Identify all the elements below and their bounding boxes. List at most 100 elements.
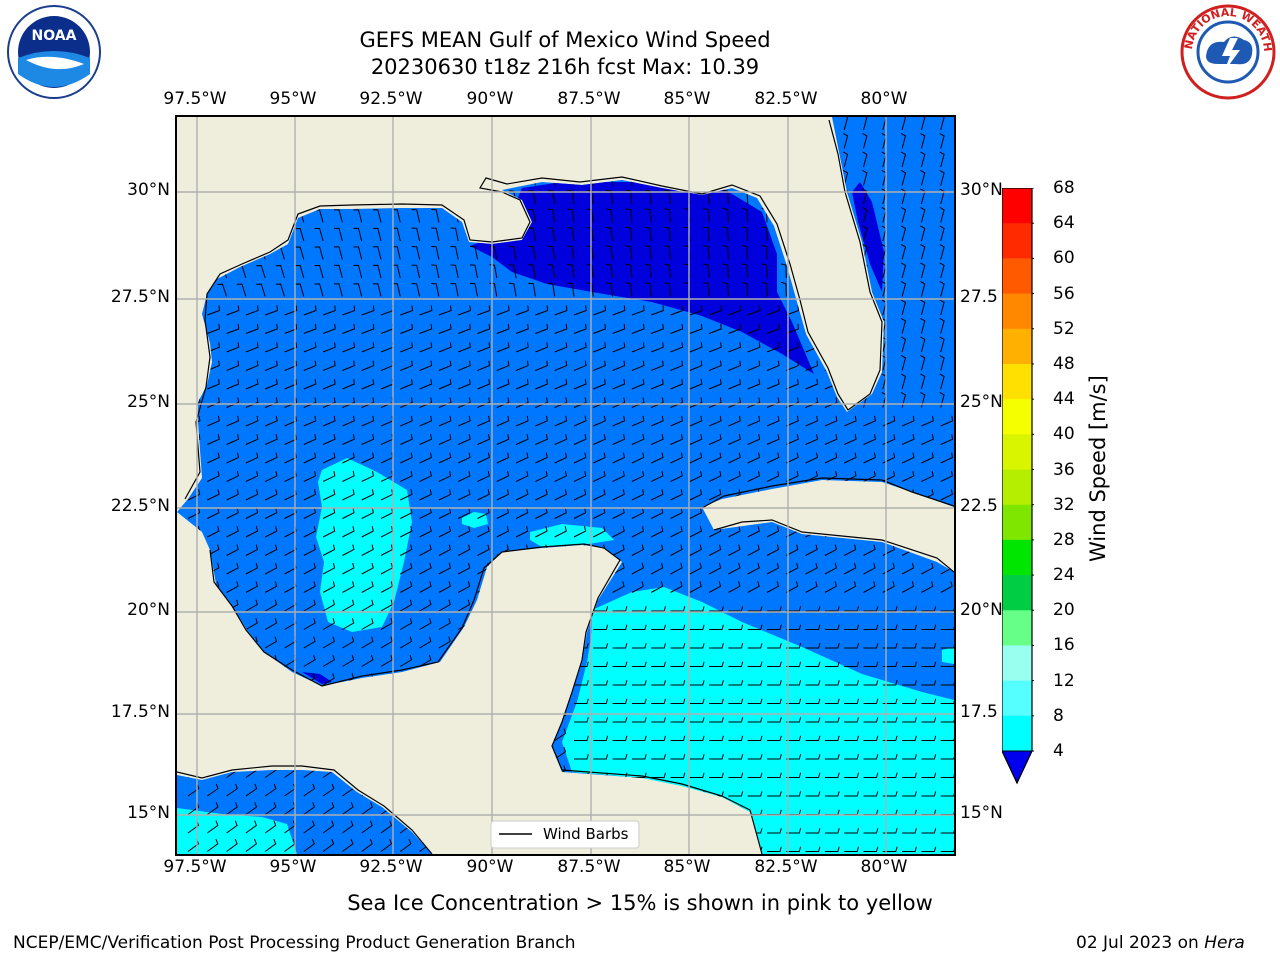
wind-barb xyxy=(689,698,705,704)
wind-barb xyxy=(631,717,647,723)
lat-tick-left: 30°N xyxy=(127,180,170,200)
wind-barb xyxy=(477,378,491,390)
gridlines xyxy=(177,117,954,854)
wind-barb xyxy=(361,323,375,334)
wind-barb xyxy=(477,305,491,316)
wind-barb xyxy=(920,262,926,279)
lon-tick-top: 87.5°W xyxy=(557,89,621,109)
wind-barb xyxy=(766,562,780,575)
wind-barb xyxy=(567,227,575,242)
wind-barb xyxy=(303,544,316,556)
wind-barb xyxy=(689,397,703,408)
wind-barb xyxy=(573,452,587,464)
wind-barb xyxy=(824,661,840,667)
wind-barb xyxy=(940,470,953,482)
wind-barb xyxy=(593,507,606,519)
wind-barb xyxy=(940,846,954,852)
wind-barb xyxy=(593,754,609,760)
wind-barb xyxy=(650,507,664,519)
wind-barb xyxy=(767,680,782,686)
wind-barb xyxy=(631,544,644,556)
wind-barb xyxy=(554,415,568,427)
wind-barb xyxy=(939,262,945,279)
wind-barb xyxy=(438,526,452,538)
wind-barb xyxy=(303,599,316,612)
wind-barb xyxy=(567,264,575,279)
wind-barb xyxy=(245,305,259,316)
wind-barb xyxy=(766,581,779,593)
wind-barb xyxy=(900,169,907,186)
wind-barb xyxy=(612,434,626,445)
wind-barb xyxy=(902,624,917,630)
wind-barb xyxy=(631,772,647,778)
wind-barb xyxy=(528,264,536,279)
wind-barb xyxy=(940,735,954,741)
wind-barb xyxy=(780,263,787,279)
wind-barb xyxy=(844,846,859,852)
wind-barb xyxy=(689,581,702,593)
colorbar-tick-label: 36 xyxy=(1053,459,1075,480)
chart-title: GEFS MEAN Gulf of Mexico Wind Speed xyxy=(359,28,771,52)
wind-barb xyxy=(535,452,548,464)
wind-barb xyxy=(786,735,802,741)
wind-barb xyxy=(625,263,633,279)
wind-barb xyxy=(419,470,432,482)
wind-barb xyxy=(703,208,710,223)
wind-barb xyxy=(882,661,898,667)
wind-barb xyxy=(703,245,710,260)
wind-barb xyxy=(477,415,490,427)
wind-barb xyxy=(535,397,548,408)
wind-barb xyxy=(900,373,907,390)
wind-barb xyxy=(900,243,907,260)
colorbar-tick-label: 8 xyxy=(1053,705,1064,726)
wind-barb xyxy=(400,360,413,371)
wind-barb xyxy=(342,562,355,575)
wind-barb xyxy=(284,415,297,427)
coastlines xyxy=(177,119,954,854)
wind-barb xyxy=(728,772,744,778)
wind-barb xyxy=(431,283,440,297)
wind-barb xyxy=(625,282,633,297)
wind-barb xyxy=(535,507,548,519)
wind-barb xyxy=(612,323,626,334)
wind-barb xyxy=(303,562,316,575)
wind-barb xyxy=(612,754,628,760)
wind-barb xyxy=(650,470,664,482)
wind-barb xyxy=(670,489,683,501)
lon-tick-bottom: 82.5°W xyxy=(754,857,818,877)
wind-barb xyxy=(372,264,382,279)
wind-barb xyxy=(477,507,490,519)
wind-barb xyxy=(400,507,413,519)
wind-barb xyxy=(901,562,915,575)
wind-barb xyxy=(670,698,686,704)
wind-barb xyxy=(824,624,840,630)
wind-barb xyxy=(207,415,220,427)
wind-barb xyxy=(284,342,298,353)
wind-barb xyxy=(457,470,471,482)
wind-barb xyxy=(824,397,838,408)
wind-barb xyxy=(245,434,259,445)
wind-barb xyxy=(458,323,471,334)
wind-barb xyxy=(670,452,683,464)
wind-barb xyxy=(747,791,763,797)
wind-barb xyxy=(625,245,633,260)
wind-speed-8-12-region xyxy=(942,647,954,664)
wind-barb xyxy=(264,507,278,519)
wind-barb xyxy=(786,397,799,408)
wind-barb xyxy=(920,243,926,260)
lat-tick-left: 15°N xyxy=(127,803,170,823)
wind-barb xyxy=(939,280,945,297)
wind-barb xyxy=(651,698,666,704)
colorbar-extend-arrow xyxy=(1001,750,1033,785)
wind-barb xyxy=(631,434,645,445)
wind-barb xyxy=(245,562,258,575)
wind-barb xyxy=(863,735,879,741)
wind-barb xyxy=(722,189,729,205)
footer-credit: NCEP/EMC/Verification Post Processing Pr… xyxy=(13,933,576,953)
wind-barb xyxy=(631,470,645,482)
wind-barb xyxy=(805,562,818,575)
wind-barb xyxy=(863,643,879,649)
wind-barb xyxy=(264,783,277,797)
wind-barb xyxy=(392,209,401,223)
wind-barb xyxy=(901,470,915,482)
